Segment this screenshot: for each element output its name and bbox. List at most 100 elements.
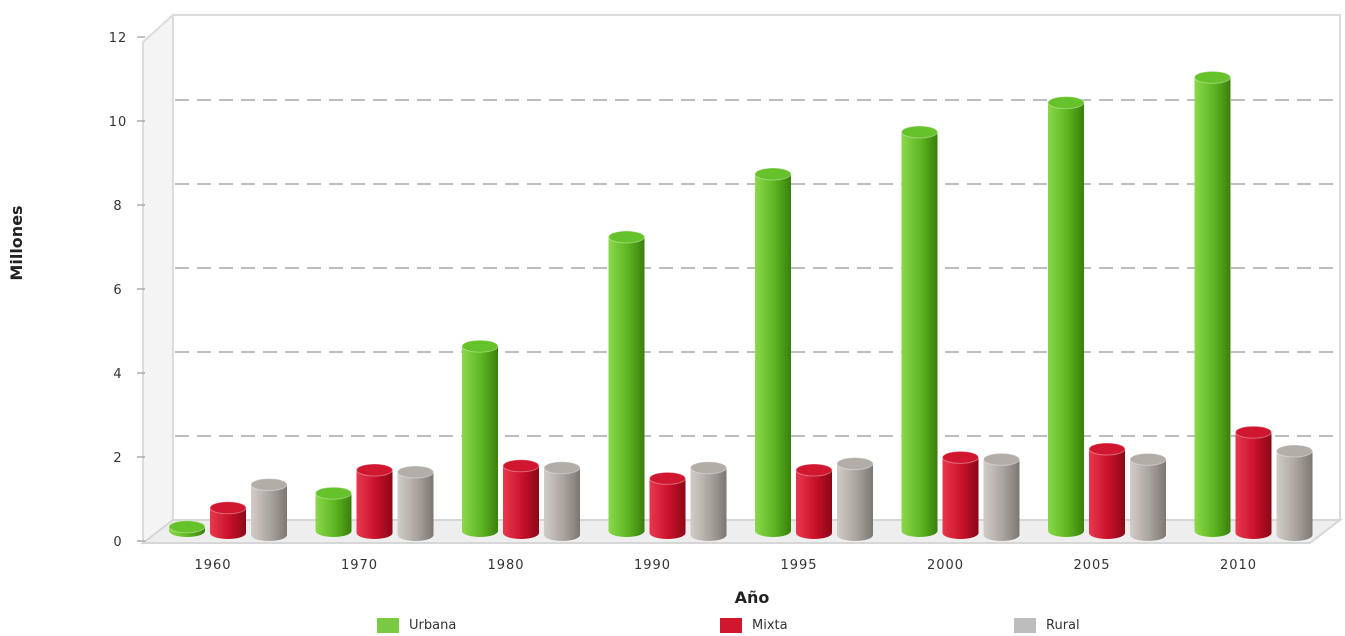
x-tick-label: 1995 xyxy=(780,558,817,573)
bar-top xyxy=(983,452,1020,466)
bar-top xyxy=(649,471,686,485)
bar-rural-2010 xyxy=(1276,444,1313,541)
x-tick-label: 2000 xyxy=(927,558,964,573)
bar-urbana-1995 xyxy=(754,167,792,537)
bar-body xyxy=(796,470,832,539)
bar-mixta-1980 xyxy=(502,459,540,539)
bar-mixta-2005 xyxy=(1088,442,1126,539)
bar-urbana-2000 xyxy=(901,125,938,537)
bar-body xyxy=(1130,459,1166,541)
bar-body xyxy=(356,470,393,539)
bar-urbana-2010 xyxy=(1194,70,1231,538)
bar-top xyxy=(502,459,540,473)
bar-rural-2000 xyxy=(983,452,1020,541)
bar-top xyxy=(836,457,874,471)
bar-body xyxy=(837,463,873,541)
bar-top xyxy=(795,463,833,477)
bar-rural-1990 xyxy=(690,461,727,541)
bar-body xyxy=(1089,449,1125,539)
x-tick-label: 1990 xyxy=(634,558,671,573)
bar-body xyxy=(649,478,686,539)
bar-mixta-1960 xyxy=(209,501,247,539)
bar-top xyxy=(901,125,938,139)
y-tick-label: 10 xyxy=(109,115,128,130)
legend-label-rural: Rural xyxy=(1046,618,1080,633)
y-tick-label: 12 xyxy=(109,31,128,46)
bar-top xyxy=(608,230,645,244)
legend-swatch-urbana xyxy=(377,618,399,633)
bar-urbana-1970 xyxy=(315,486,352,537)
bar-top xyxy=(461,339,499,353)
legend-swatch-mixta xyxy=(720,618,742,633)
bar-body xyxy=(942,457,979,539)
bar-top xyxy=(356,463,393,477)
bar-body xyxy=(1276,451,1313,541)
bar-top xyxy=(168,520,206,534)
legend-item-rural: Rural xyxy=(1014,618,1080,633)
x-axis-title: Año xyxy=(735,588,770,607)
bar-mixta-1970 xyxy=(356,463,393,539)
bar-urbana-1990 xyxy=(608,230,645,537)
bar-rural-1970 xyxy=(397,465,434,541)
bar-top xyxy=(690,461,727,475)
bar-top xyxy=(754,167,792,181)
bar-rural-1995 xyxy=(836,457,874,541)
bar-body xyxy=(901,132,938,537)
bar-top xyxy=(209,501,247,515)
bar-body xyxy=(755,174,791,537)
legend: Urbana Mixta Rural xyxy=(0,618,1345,636)
legend-swatch-rural xyxy=(1014,618,1036,633)
bar-rural-1960 xyxy=(250,478,288,541)
bar-top xyxy=(397,465,434,479)
bars xyxy=(168,70,1313,541)
bar-urbana-1980 xyxy=(461,339,499,537)
bar-urbana-2005 xyxy=(1047,96,1085,537)
bar-body xyxy=(397,472,434,541)
bar-urbana-1960 xyxy=(168,520,206,537)
y-axis: 0 2 4 6 8 10 12 xyxy=(109,31,145,550)
bar-body xyxy=(1194,77,1231,538)
bar-body xyxy=(251,484,287,541)
bar-body xyxy=(503,465,539,539)
x-axis: 1960 1970 1980 1990 1995 2000 2005 2010 xyxy=(194,558,1257,573)
legend-label-urbana: Urbana xyxy=(409,618,457,633)
bar-mixta-2010 xyxy=(1235,425,1272,539)
bar-top xyxy=(1235,425,1272,439)
bar-body xyxy=(690,467,727,541)
x-tick-label: 1960 xyxy=(194,558,231,573)
bar-top xyxy=(1276,444,1313,458)
legend-item-mixta: Mixta xyxy=(720,618,788,633)
bar-top xyxy=(942,450,979,464)
bar-top xyxy=(543,461,581,475)
bar-body xyxy=(462,346,498,537)
y-tick-label: 6 xyxy=(113,283,122,298)
plot-floor xyxy=(140,519,1343,544)
y-tick-label: 8 xyxy=(113,199,122,214)
bar-top xyxy=(1129,452,1167,466)
x-tick-label: 2010 xyxy=(1220,558,1257,573)
bar-top xyxy=(1194,70,1231,84)
bar-rural-2005 xyxy=(1129,452,1167,541)
bar-top xyxy=(250,478,288,492)
bar-body xyxy=(983,459,1020,541)
bar-rural-1980 xyxy=(543,461,581,541)
y-axis-title: Millones xyxy=(7,205,26,280)
bar-body xyxy=(608,237,645,537)
bar-chart: 0 2 4 6 8 10 12 1960 1970 1980 1990 1995 2000 2005 20… xyxy=(7,12,1343,607)
bar-top xyxy=(315,486,352,500)
legend-item-urbana: Urbana xyxy=(377,618,456,633)
y-tick-label: 2 xyxy=(113,451,122,466)
bar-body xyxy=(544,467,580,541)
bar-top xyxy=(1088,442,1126,456)
plot-side-wall xyxy=(142,12,174,546)
bar-mixta-1995 xyxy=(795,463,833,539)
bar-body xyxy=(1235,432,1272,539)
y-tick-label: 4 xyxy=(113,367,122,382)
bar-body xyxy=(315,493,352,537)
bar-body xyxy=(210,507,246,539)
bar-mixta-2000 xyxy=(942,450,979,539)
y-tick-label: 0 xyxy=(113,535,122,550)
bar-top xyxy=(1047,96,1085,110)
x-tick-label: 1970 xyxy=(341,558,378,573)
x-tick-label: 2005 xyxy=(1073,558,1110,573)
